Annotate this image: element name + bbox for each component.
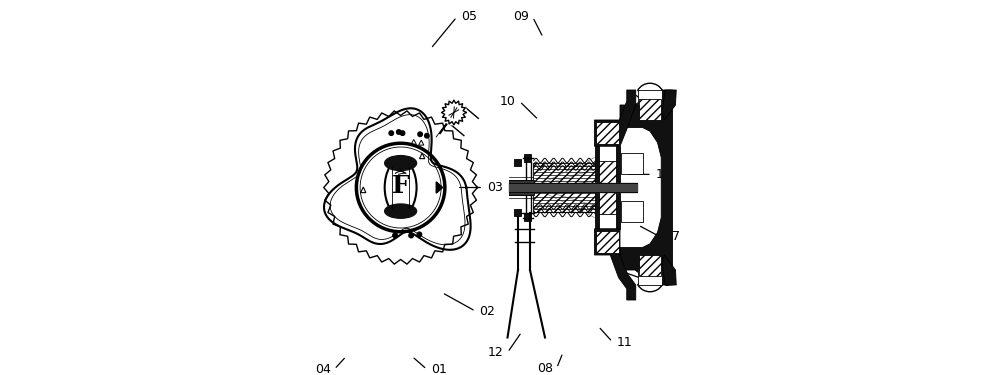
Text: 07: 07 [664,231,680,243]
Text: 11: 11 [616,336,632,348]
Bar [514,209,521,216]
Text: 14: 14 [656,168,671,181]
Bar [524,154,531,162]
Text: 13: 13 [656,102,671,115]
Circle shape [400,131,405,135]
Bar [596,161,618,191]
Bar [639,99,661,120]
Polygon shape [620,90,672,285]
Polygon shape [662,90,676,120]
Text: 01: 01 [431,363,446,375]
Polygon shape [594,229,636,300]
Bar [639,255,661,276]
Bar [621,153,643,174]
Text: 12: 12 [488,346,504,359]
Circle shape [389,131,394,135]
Circle shape [409,233,413,238]
Bar [596,122,619,144]
Polygon shape [436,182,443,193]
Bar [533,190,597,212]
Bar [509,180,534,195]
Text: 10: 10 [500,95,516,108]
Bar [524,213,531,221]
Bar [594,146,599,229]
Text: 08: 08 [537,362,553,375]
Circle shape [396,130,401,134]
Polygon shape [594,90,636,146]
Bar [616,146,620,229]
Wedge shape [638,278,662,292]
Text: F: F [392,174,410,198]
Text: 04: 04 [315,363,330,375]
Wedge shape [638,83,662,98]
Polygon shape [662,255,676,285]
Circle shape [393,233,397,238]
Circle shape [417,232,422,237]
Text: 05: 05 [461,10,477,23]
Ellipse shape [385,159,417,216]
Text: 06: 06 [656,276,672,288]
Bar [638,90,662,105]
Bar [638,270,662,285]
Circle shape [425,134,429,138]
Bar [514,159,521,166]
Bar [596,184,618,214]
Ellipse shape [385,156,417,171]
Bar [621,201,643,222]
Circle shape [418,132,422,136]
Bar [596,231,619,253]
Text: 02: 02 [479,305,495,318]
Text: 03: 03 [487,181,503,194]
Ellipse shape [441,100,466,125]
Ellipse shape [385,204,417,218]
Bar [533,163,597,184]
Text: 09: 09 [513,10,529,23]
